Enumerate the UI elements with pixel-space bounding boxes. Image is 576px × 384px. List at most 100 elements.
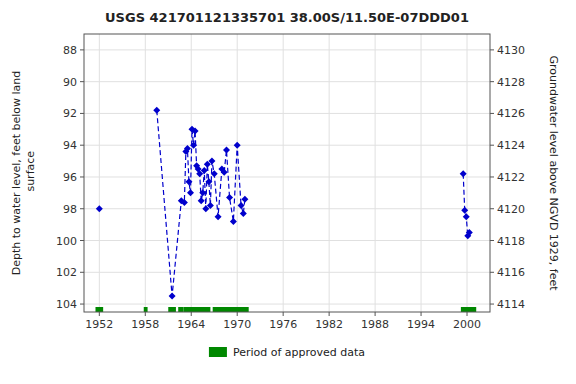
tick-label-x: 1982 [315,318,343,331]
grid-line-y [84,81,490,82]
approved-period [168,307,176,312]
tick-y2 [490,81,494,82]
tick-y [80,304,84,305]
tick-x [329,312,330,316]
data-point [215,213,222,220]
tick-label-y: 100 [56,235,77,248]
tick-label-x: 2000 [453,318,481,331]
tick-x [283,312,284,316]
data-point [241,196,248,203]
data-point [466,229,473,236]
data-point [198,197,205,204]
grid-line-x [283,34,284,312]
data-point [192,127,199,134]
approved-period [213,307,249,312]
data-point [185,178,192,185]
tick-label-x: 1958 [131,318,159,331]
tick-x [191,312,192,316]
tick-label-x: 1994 [407,318,435,331]
tick-x [467,312,468,316]
grid-line-x [145,34,146,312]
data-point [153,107,160,114]
data-point [240,210,247,217]
tick-y [80,208,84,209]
tick-x [99,312,100,316]
grid-line-x [329,34,330,312]
tick-y [80,240,84,241]
grid-line-y [84,240,490,241]
axes: 1952195819641970197619821988199420008890… [56,44,525,331]
approved-period [461,307,476,312]
tick-label-x: 1976 [269,318,297,331]
data-point [234,142,241,149]
data-point [221,169,228,176]
grid-line-x [375,34,376,312]
tick-label-x: 1988 [361,318,389,331]
tick-x [375,312,376,316]
tick-label-y: 104 [56,298,77,311]
tick-y2 [490,240,494,241]
tick-label-y2: 4114 [497,298,525,311]
tick-label-y: 88 [63,44,77,57]
legend-swatch [209,347,227,357]
grid-line-y [84,272,490,273]
grid-line-y [84,304,490,305]
data-point [184,145,191,152]
chart-title: USGS 421701121335701 38.00S/11.50E-07DDD… [105,10,469,25]
grid-line-y [84,113,490,114]
plot-area [95,107,476,312]
tick-label-y2: 4116 [497,266,525,279]
approved-period [184,307,211,312]
tick-y2 [490,304,494,305]
tick-y2 [490,145,494,146]
grid-line-y [84,208,490,209]
tick-y [80,145,84,146]
tick-y2 [490,49,494,50]
data-point [207,202,214,209]
data-point [187,189,194,196]
data-point [190,142,197,149]
data-point [181,199,188,206]
grid-line-x [467,34,468,312]
tick-label-y2: 4120 [497,203,525,216]
tick-label-y: 96 [63,171,77,184]
tick-y [80,272,84,273]
grid-line-y [84,176,490,177]
tick-label-y2: 4126 [497,107,525,120]
tick-y [80,113,84,114]
data-point [201,167,208,174]
tick-x [145,312,146,316]
grid-line-x [237,34,238,312]
tick-label-y2: 4124 [497,139,525,152]
data-point [460,170,467,177]
tick-label-y: 98 [63,203,77,216]
data-point [230,218,237,225]
data-point [238,202,245,209]
tick-label-y2: 4118 [497,235,525,248]
grid-line-x [99,34,100,312]
tick-label-y2: 4122 [497,171,525,184]
tick-label-y: 92 [63,107,77,120]
approved-period [144,307,148,312]
legend: Period of approved data [209,346,365,359]
grid [84,34,490,312]
tick-y [80,176,84,177]
series-line [157,110,470,296]
y-axis-label: Depth to water level, feet below land su… [10,71,37,276]
data-point [463,213,470,220]
legend-label: Period of approved data [233,346,365,359]
data-point [223,146,230,153]
data-point [211,170,218,177]
tick-y2 [490,176,494,177]
tick-label-x: 1964 [177,318,205,331]
tick-label-y: 102 [56,266,77,279]
data-point [461,207,468,214]
data-point [199,189,206,196]
grid-line-x [421,34,422,312]
y2-axis-label: Groundwater level above NGVD 1929, feet [547,55,560,291]
approved-period [178,307,183,312]
approved-period [95,307,103,312]
data-point [226,194,233,201]
y-axis-label-line: Depth to water level, feet below land [10,71,23,276]
data-point [169,293,176,300]
